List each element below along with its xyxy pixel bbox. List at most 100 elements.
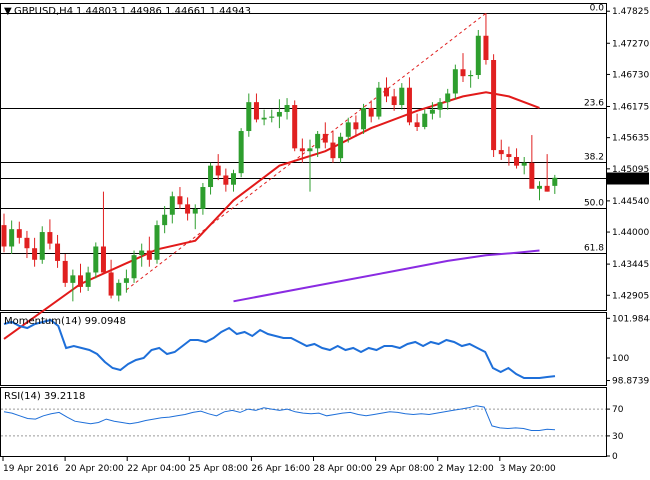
rsi-tick-label: 0 — [612, 452, 618, 462]
candle-bear — [498, 150, 504, 155]
fib-level-label: 61.8 — [584, 244, 604, 254]
time-tick-label: 26 Apr 16:00 — [251, 464, 310, 474]
candle-bull — [376, 87, 382, 117]
candle-bull — [445, 93, 451, 103]
time-tick-label: 28 Apr 00:00 — [314, 464, 373, 474]
time-tick-label: 20 Apr 20:00 — [65, 464, 124, 474]
momentum-line — [3, 318, 556, 379]
rsi-panel-frame — [0, 387, 607, 457]
candle-bear — [330, 142, 336, 159]
axes: 1.47825 1.47270 1.46730 1.46175 1.45635 1.450… — [2, 7, 650, 474]
candle-bull — [276, 111, 282, 117]
candle-bear — [406, 87, 412, 123]
fib-level-label: 38.2 — [584, 153, 604, 163]
current-price-tag — [607, 172, 649, 185]
current-price-tag-label: 1.44943 — [610, 175, 647, 185]
candle-bear — [215, 165, 221, 176]
candle-bull — [315, 133, 321, 149]
price-tick-label: 1.42905 — [612, 291, 649, 301]
rsi-line — [3, 405, 556, 431]
candle-bear — [414, 122, 420, 127]
candle-bear — [483, 35, 489, 61]
candle-bear — [108, 272, 114, 296]
fib-level-label: 0.0 — [590, 4, 605, 14]
candle-bull — [269, 116, 275, 118]
candle-bull — [154, 225, 160, 260]
candle-bear — [368, 107, 374, 117]
candle-bear — [1, 225, 7, 247]
price-tick-label: 1.44000 — [612, 228, 649, 238]
rsi-title: RSI(14) 39.2118 — [4, 391, 85, 402]
candle-bear — [529, 162, 535, 189]
candle-bull — [246, 102, 252, 132]
candle-bull — [307, 148, 313, 152]
candle-bear — [55, 243, 61, 261]
price-plot: 0.0 23.6 38.2 50.0 61.8 — [1, 4, 606, 340]
momentum-tick-label: 98.8739 — [612, 377, 649, 387]
candle-bear — [384, 87, 389, 97]
candle-bull — [338, 136, 344, 159]
candle-bull — [345, 122, 351, 137]
candle-bull — [39, 232, 45, 260]
candle-bear — [299, 148, 305, 152]
candle-bull — [123, 278, 129, 283]
candle-bear — [24, 237, 30, 249]
candle-bear — [62, 260, 68, 283]
candle-bull — [238, 131, 244, 174]
candle-bull — [284, 105, 290, 112]
candle-bull — [452, 69, 458, 94]
candle-bear — [177, 196, 183, 205]
time-tick-label: 29 Apr 08:00 — [376, 464, 435, 474]
candle-bear — [253, 102, 259, 120]
candle-bull — [208, 165, 214, 188]
rsi-tick-label: 70 — [612, 405, 624, 415]
candle-bear — [185, 204, 191, 214]
candle-bull — [422, 113, 428, 127]
candle-bear — [78, 275, 83, 287]
time-tick-label: 19 Apr 2016 — [3, 464, 59, 474]
time-tick-label: 25 Apr 08:00 — [189, 464, 248, 474]
price-tick-label: 1.44540 — [612, 197, 649, 207]
candle-bear — [223, 175, 229, 185]
candle-bull — [200, 187, 206, 209]
time-tick-label: 3 May 20:00 — [500, 464, 556, 474]
candle-bull — [139, 250, 145, 256]
price-tick-label: 1.43445 — [612, 260, 649, 270]
candle-bear — [514, 157, 520, 166]
candle-bear — [47, 232, 53, 244]
candle-bear — [544, 185, 550, 192]
candle-bear — [16, 229, 22, 238]
price-tick-label: 1.46175 — [612, 102, 649, 112]
candle-bull — [552, 177, 558, 186]
candle-bull — [116, 282, 122, 296]
candle-bull — [9, 229, 15, 247]
time-tick-label: 2 May 12:00 — [438, 464, 494, 474]
rsi-plot — [1, 405, 606, 437]
candle-bull — [261, 117, 267, 120]
chart-ohlc: 1.44803 1.44986 1.44661 1.44943 — [76, 6, 251, 17]
candle-bull — [437, 102, 443, 110]
momentum-plot — [3, 318, 556, 379]
candle-bear — [491, 60, 497, 151]
candle-bull — [475, 35, 481, 76]
fib-trendline — [126, 12, 487, 291]
candle-bear — [100, 246, 106, 273]
candle-bull — [468, 75, 474, 77]
chart-symbol: GBPUSD,H4 — [14, 6, 73, 17]
collapse-triangle-icon[interactable]: ▼ — [4, 6, 12, 17]
candle-bull — [93, 246, 99, 273]
candle-bull — [85, 272, 91, 287]
candle-bear — [322, 133, 328, 143]
momentum-tick-label: 101.9844 — [612, 314, 650, 324]
candle-bear — [146, 250, 152, 260]
candle-bull — [169, 196, 175, 215]
fib-level-label: 23.6 — [584, 99, 604, 109]
time-tick-label: 22 Apr 04:00 — [127, 464, 186, 474]
fib-level-label: 50.0 — [584, 199, 604, 209]
candle-bull — [131, 255, 137, 279]
candle-bull — [231, 173, 236, 185]
rsi-tick-label: 30 — [612, 432, 624, 442]
candle-bear — [32, 248, 38, 260]
candle-bull — [429, 109, 435, 114]
